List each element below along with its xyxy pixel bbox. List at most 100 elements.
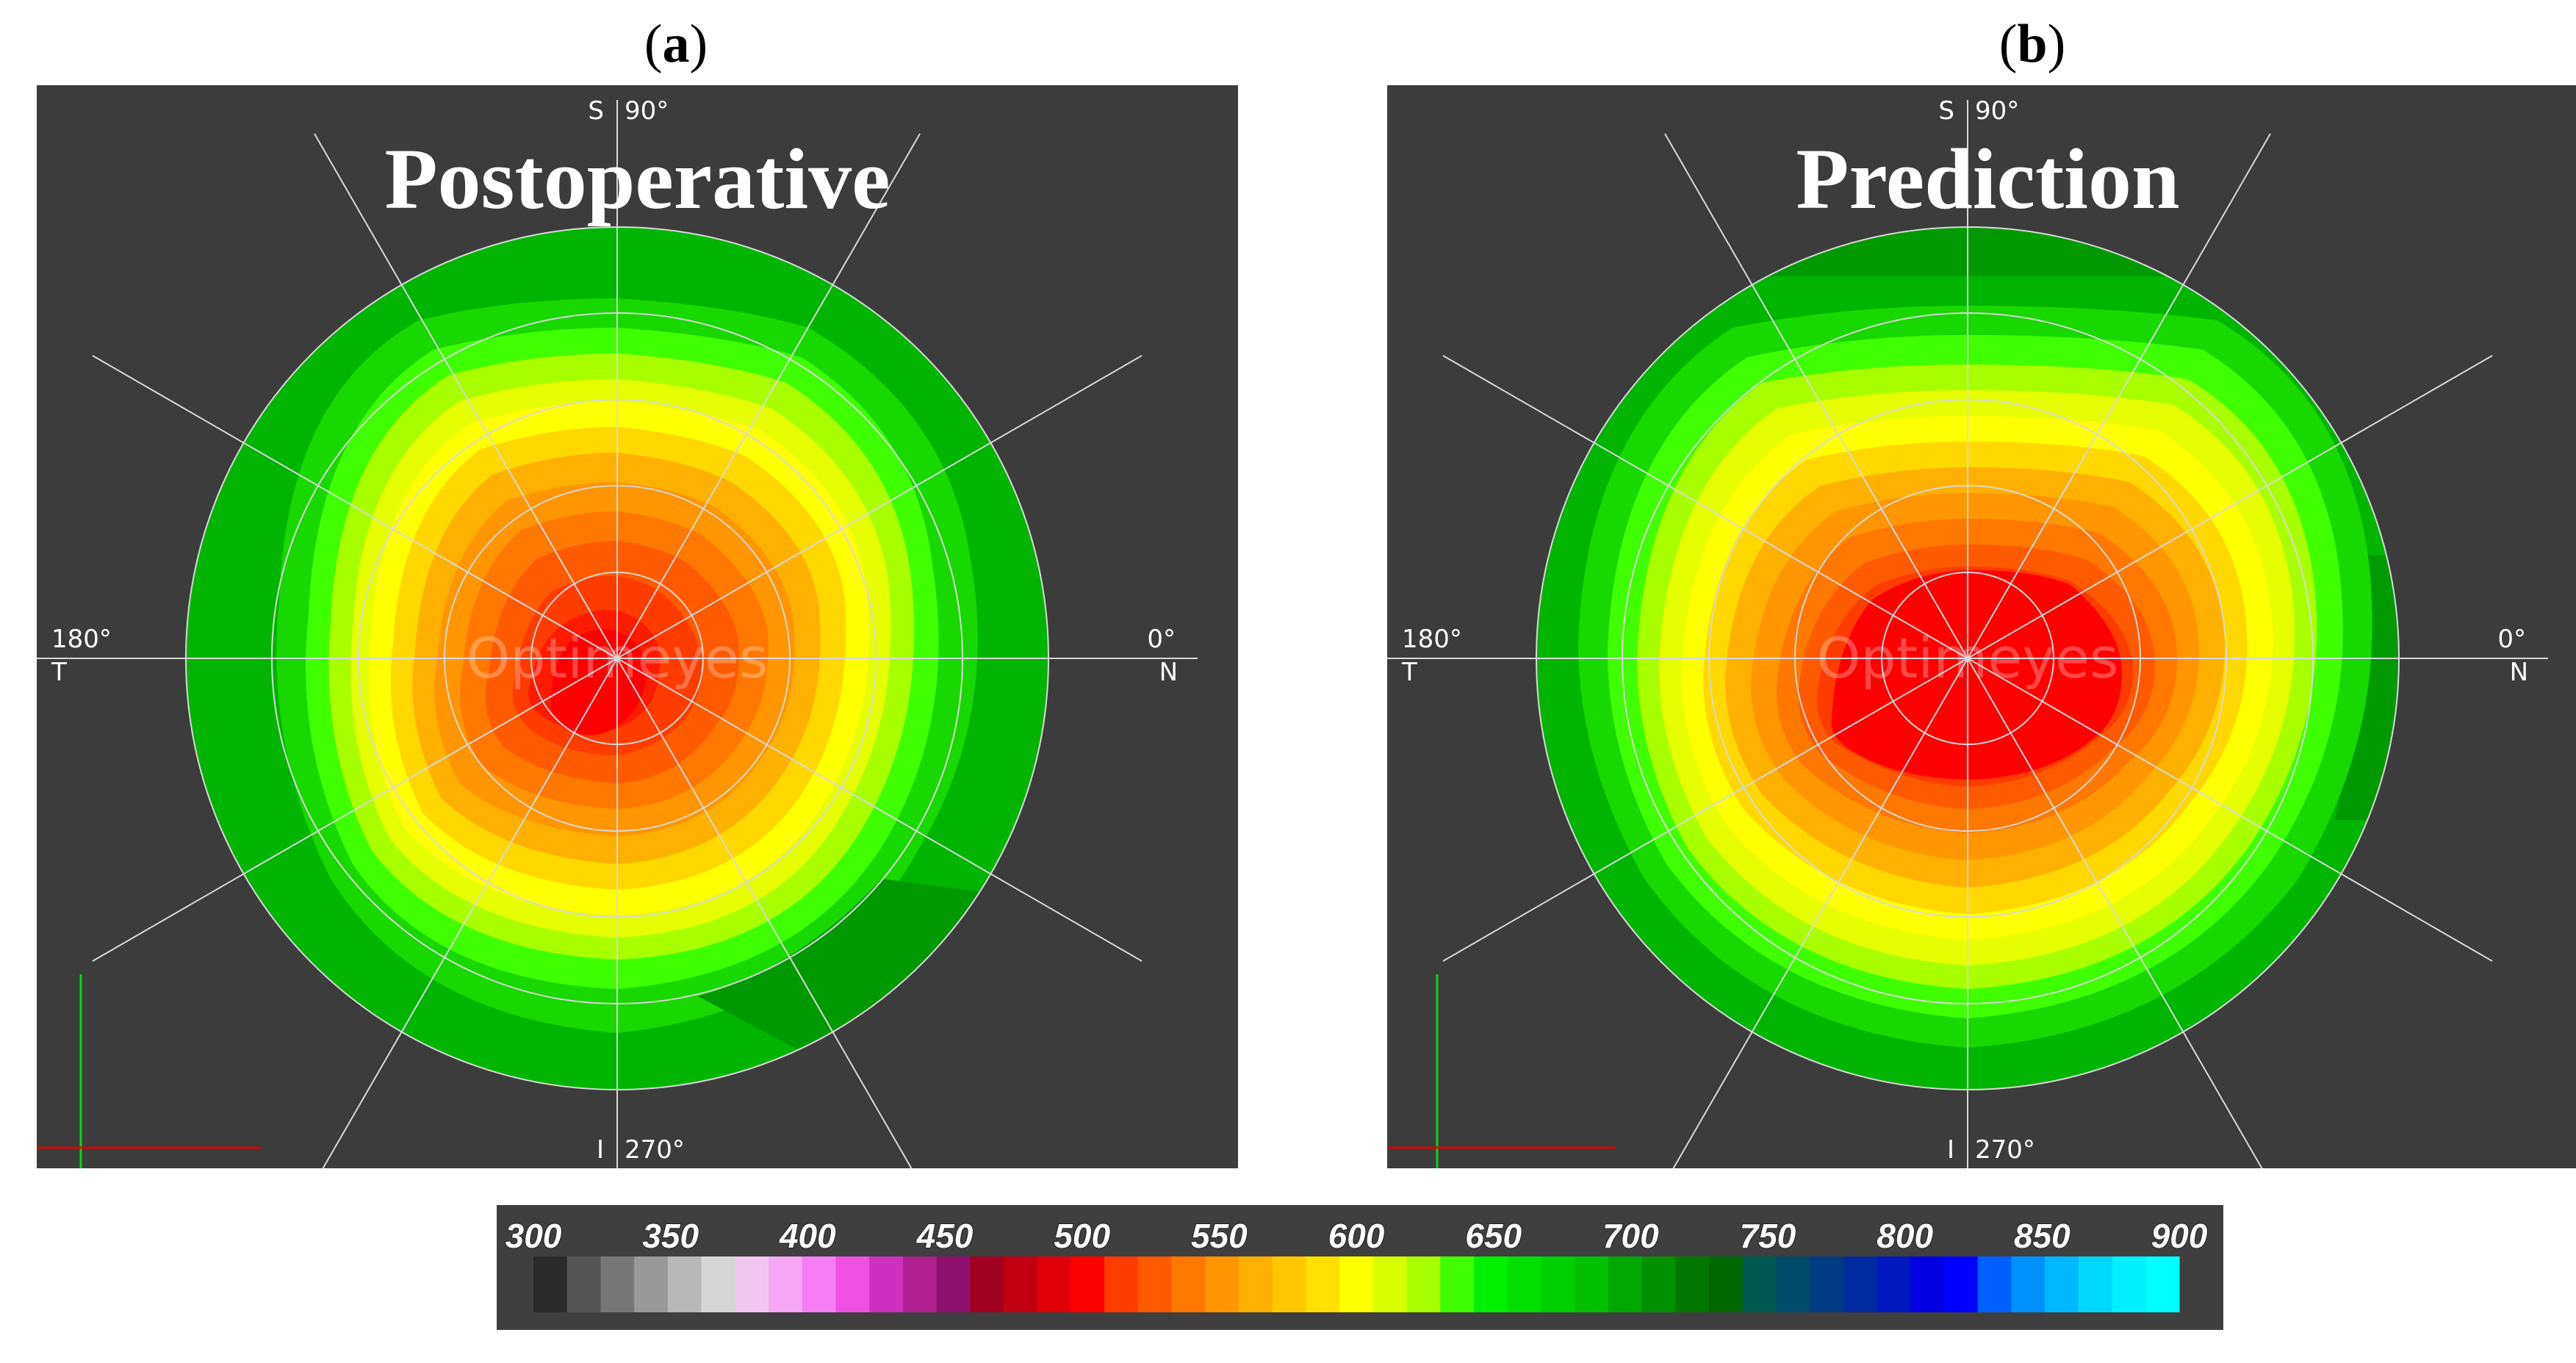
postoperative-title: Postoperative: [384, 131, 891, 227]
colorbar-swatch: [1910, 1256, 1945, 1312]
panel-a-label: (a): [566, 13, 786, 76]
colorbar-tick-label: 550: [1191, 1217, 1248, 1255]
colorbar-swatch: [1306, 1256, 1340, 1312]
angle-180-label: 180°: [51, 625, 112, 654]
colorbar-swatch: [1372, 1256, 1408, 1312]
colorbar-swatch: [1171, 1256, 1206, 1312]
colorbar-tick-label: 450: [916, 1217, 974, 1255]
colorbar-swatch: [1004, 1256, 1038, 1312]
colorbar-swatch: [533, 1256, 568, 1312]
colorbar-swatch: [1104, 1256, 1139, 1312]
colorbar-swatch: [1608, 1256, 1643, 1312]
colorbar-tick-label: 800: [1877, 1217, 1933, 1255]
colorbar-tick-label: 700: [1602, 1217, 1659, 1255]
colorbar-swatch: [566, 1256, 602, 1312]
polar-grid: [1387, 100, 2548, 1168]
colorbar-swatch: [1239, 1256, 1273, 1312]
angle-180-label: 180°: [1402, 625, 1462, 654]
angle-0-label: 0°: [1147, 625, 1176, 654]
colorbar-swatch: [600, 1256, 635, 1312]
colorbar-tick-label: 850: [2014, 1217, 2070, 1255]
colorbar-swatch: [2045, 1256, 2079, 1312]
angle-270-label: 270°: [1975, 1135, 2035, 1165]
colorbar-swatch: [1440, 1256, 1475, 1312]
colorbar-tick-label: 400: [779, 1217, 836, 1255]
colorbar-tick-label: 600: [1328, 1217, 1385, 1255]
colorbar-swatch: [667, 1256, 702, 1312]
colorbar-swatch: [1507, 1256, 1542, 1312]
angle-90-label: 90°: [1975, 96, 2019, 126]
postoperative-map: Optimeyes S 90° I 270° 180° T 0° N Posto…: [37, 85, 1238, 1168]
panel-a-label-open: (: [644, 14, 663, 74]
colorbar-swatch: [2112, 1256, 2146, 1312]
colorbar-swatch: [802, 1256, 837, 1312]
colorbar-tick-label: 300: [506, 1217, 562, 1255]
colorbar-swatch: [1406, 1256, 1441, 1312]
panel-a-label-letter: a: [662, 14, 690, 74]
colorbar-swatch: [1641, 1256, 1676, 1312]
colorbar-swatch: [1272, 1256, 1307, 1312]
panel-b-label-letter: b: [2017, 14, 2048, 74]
colorbar-tick-label: 350: [642, 1217, 699, 1255]
panel-b-label-close: ): [2047, 14, 2066, 74]
colorbar-tick-label: 900: [2151, 1217, 2208, 1255]
colorbar-swatch: [1541, 1256, 1575, 1312]
colorbar-swatch: [1071, 1256, 1105, 1312]
colorbar-swatch: [1742, 1256, 1777, 1312]
colorbar-swatch: [1575, 1256, 1609, 1312]
colorbar-graphic: 300 350 400 450 500 550 600 650 700 750 800 850 900: [505, 1216, 2209, 1312]
colorbar-swatch: [1877, 1256, 1911, 1312]
optimeyes-watermark: Optimeyes: [466, 625, 768, 691]
postoperative-map-graphic: Optimeyes S 90° I 270° 180° T 0° N: [37, 96, 1198, 1168]
temporal-label: T: [1401, 658, 1417, 687]
panel-a-label-close: ): [689, 14, 708, 74]
angle-90-label: 90°: [625, 96, 669, 126]
colorbar-tick-label: 750: [1740, 1217, 1796, 1255]
colorbar-tick-label: 500: [1054, 1217, 1110, 1255]
colorbar-ticks: 300 350 400 450 500 550 600 650 700 750 800 850 900: [505, 1216, 2209, 1256]
colorbar-swatch: [735, 1256, 769, 1312]
colorbar-swatch: [970, 1256, 1004, 1312]
angle-0-label: 0°: [2497, 625, 2526, 654]
colorbar-swatches: [533, 1256, 2180, 1312]
colorbar-swatch: [869, 1256, 904, 1312]
superior-label: S: [1938, 96, 1954, 126]
panel-b-label-open: (: [1998, 14, 2018, 74]
colorbar-swatch: [2011, 1256, 2046, 1312]
colorbar-swatch: [1339, 1256, 1374, 1312]
prediction-title: Prediction: [1796, 131, 2180, 227]
angle-270-label: 270°: [625, 1135, 685, 1165]
colorbar-swatch: [936, 1256, 971, 1312]
colorbar-swatch: [1137, 1256, 1173, 1312]
temporal-label: T: [51, 658, 67, 687]
nasal-label: N: [2510, 658, 2528, 687]
nasal-label: N: [1159, 658, 1178, 687]
colorbar-tick-label: 650: [1465, 1217, 1522, 1255]
colorbar-swatch: [2145, 1256, 2180, 1312]
colorbar-swatch: [1037, 1256, 1072, 1312]
superior-label: S: [588, 96, 604, 126]
colorbar-swatch: [1843, 1256, 1878, 1312]
colorbar-swatch: [2078, 1256, 2113, 1312]
colorbar-swatch: [1205, 1256, 1240, 1312]
colorbar-swatch: [902, 1256, 938, 1312]
optimeyes-watermark: Optimeyes: [1816, 625, 2118, 691]
colorbar-swatch: [1474, 1256, 1508, 1312]
prediction-map-graphic: Optimeyes S 90° I 270° 180° T 0° N: [1387, 96, 2548, 1168]
colorbar-swatch: [835, 1256, 870, 1312]
colorbar-swatch: [1776, 1256, 1810, 1312]
colorbar-swatch: [1675, 1256, 1710, 1312]
prediction-map: Optimeyes S 90° I 270° 180° T 0° N Predi…: [1387, 85, 2576, 1168]
colorbar-swatch: [1944, 1256, 1979, 1312]
colorbar-swatch: [701, 1256, 735, 1312]
colorbar-swatch: [634, 1256, 669, 1312]
thickness-colorbar: 300 350 400 450 500 550 600 650 700 750 800 850 900: [497, 1205, 2223, 1330]
colorbar-swatch: [1977, 1256, 2012, 1312]
colorbar-swatch: [769, 1256, 803, 1312]
inferior-label: I: [597, 1135, 604, 1165]
colorbar-swatch: [1810, 1256, 1844, 1312]
panel-b-label: (b): [1922, 13, 2143, 76]
colorbar-swatch: [1709, 1256, 1744, 1312]
inferior-label: I: [1947, 1135, 1954, 1165]
polar-grid: [37, 100, 1198, 1168]
